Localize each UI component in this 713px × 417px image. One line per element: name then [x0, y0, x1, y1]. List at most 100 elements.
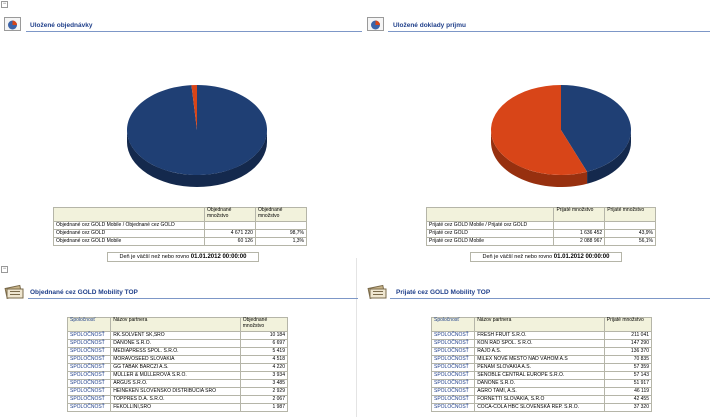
company-link[interactable]: SPOLOČNOSŤ — [430, 339, 476, 348]
partner-name: DANONE S.R.O. — [474, 379, 605, 388]
table-row: Prijaté cez GOLD Mobile 2 088 967 56,1% — [425, 237, 656, 246]
company-link[interactable]: SPOLOČNOSŤ — [66, 339, 112, 348]
quantity-value: 6 697 — [239, 339, 289, 348]
quantity-value: 211 041 — [603, 331, 653, 340]
company-link[interactable]: SPOLOČNOSŤ — [66, 363, 112, 372]
pie-slice-side — [587, 130, 631, 184]
panel-title: Objednané cez GOLD Mobility TOP — [30, 289, 138, 296]
table-row: SPOLOČNOSŤ KON RAD SPOL. S R.O. 147 290 — [430, 339, 653, 348]
table-row: Objednané cez GOLD Mobile 60 126 1,3% — [53, 237, 308, 246]
column-header: Názov partnera — [474, 317, 605, 332]
column-header[interactable]: Spoločnosť — [430, 317, 476, 332]
table-row: SPOLOČNOSŤ COCA-COLA HBC SLOVENSKÁ REP. S… — [430, 403, 653, 412]
table-row: Objednané cez GOLD 4 671 220 98,7% — [53, 229, 308, 238]
partner-name: DANONE S.R.O. — [110, 339, 241, 348]
quantity-value: 51 917 — [603, 379, 653, 388]
quantity-value: 70 835 — [603, 355, 653, 364]
quantity-value: 2 929 — [239, 387, 289, 396]
partner-name: KON RAD SPOL. S R.O. — [474, 339, 605, 348]
quantity-value: 37 320 — [603, 403, 653, 412]
column-header[interactable]: Spoločnosť — [66, 317, 112, 332]
company-link[interactable]: SPOLOČNOSŤ — [66, 387, 112, 396]
partner-name: MILEX NOVÉ MESTO NAD VÁHOM A.S — [474, 355, 605, 364]
company-link[interactable]: SPOLOČNOSŤ — [66, 395, 112, 404]
table-row: SPOLOČNOSŤ DANONE S.R.O. 6 697 — [66, 339, 289, 348]
column-header: Objednané množstvo — [203, 207, 256, 222]
received-top-table: Spoločnosť Názov partnera Prijaté množst… — [430, 317, 653, 412]
pie-slice-side — [491, 130, 588, 187]
company-link[interactable]: SPOLOČNOSŤ — [66, 347, 112, 356]
partner-name: MÜLLER & MÜLLEROVÁ S.R.O. — [110, 371, 241, 380]
pie-slice-2 — [191, 85, 197, 130]
table-row: SPOLOČNOSŤ TOPPRES D.A. S.R.O. 2 067 — [66, 395, 289, 404]
pie-chart-icon — [4, 17, 21, 31]
table-row: SPOLOČNOSŤ MEDIAPRESS SPOL. S.R.O. 5 419 — [66, 347, 289, 356]
company-link[interactable]: SPOLOČNOSŤ — [430, 395, 476, 404]
company-link[interactable]: SPOLOČNOSŤ — [430, 347, 476, 356]
company-link[interactable]: SPOLOČNOSŤ — [430, 355, 476, 364]
date-filter[interactable]: Deň je väčší než nebo rovno 01.01.2012 0… — [470, 252, 622, 262]
partner-name: PENAM SLOVAKIA A.S. — [474, 363, 605, 372]
partner-name: RK.SOLVENT SK,SRO — [110, 331, 241, 340]
company-link[interactable]: SPOLOČNOSŤ — [430, 363, 476, 372]
panel-title-underline — [388, 31, 710, 32]
table-row: Prijaté cez GOLD Mobile / Prijaté cez GO… — [425, 221, 656, 230]
company-link[interactable]: SPOLOČNOSŤ — [66, 371, 112, 380]
table-row: Objednané cez GOLD Mobile / Objednané ce… — [53, 221, 308, 230]
quantity-value: 57 359 — [603, 363, 653, 372]
table-row: SPOLOČNOSŤ MÜLLER & MÜLLEROVÁ S.R.O. 3 934 — [66, 371, 289, 380]
company-link[interactable]: SPOLOČNOSŤ — [430, 387, 476, 396]
receipts-pie-chart — [491, 85, 631, 187]
panel-title-underline — [28, 298, 358, 299]
partner-name: FORNETTI SLOVAKIA, S.R.O — [474, 395, 605, 404]
collapse-icon[interactable]: − — [1, 1, 8, 8]
partner-name: HEINEKEN SLOVENSKO DISTRIBÚCIA SRO — [110, 387, 241, 396]
column-header: Objednané množstvo — [254, 207, 308, 222]
partner-name: AGRO TAMI, A.S. — [474, 387, 605, 396]
quantity-value: 1 987 — [239, 403, 289, 412]
table-row: SPOLOČNOSŤ RK.SOLVENT SK,SRO 10 184 — [66, 331, 289, 340]
panel-divider — [356, 258, 357, 417]
panel-title-underline — [390, 298, 710, 299]
partner-name: SENOBLE CENTRAL EUROPE S.R.O. — [474, 371, 605, 380]
table-row: SPOLOČNOSŤ GG TABAK BARCZI A.S. 4 220 — [66, 363, 289, 372]
pie-slice-1 — [561, 85, 631, 172]
collapse-icon[interactable]: − — [1, 266, 8, 273]
column-header: Objednané množstvo — [239, 317, 289, 332]
quantity-value: 136 370 — [603, 347, 653, 356]
company-link[interactable]: SPOLOČNOSŤ — [66, 355, 112, 364]
ordered-top-table: Spoločnosť Názov partnera Objednané množ… — [66, 317, 289, 412]
orders-pie-chart — [127, 85, 267, 187]
company-link[interactable]: SPOLOČNOSŤ — [430, 403, 476, 412]
column-header: Prijaté množstvo — [604, 207, 656, 222]
pie-slice-2 — [491, 85, 588, 175]
company-link[interactable]: SPOLOČNOSŤ — [430, 371, 476, 380]
partner-name: ARGUS S.R.O. — [110, 379, 241, 388]
column-header: Prijaté množstvo — [553, 207, 606, 222]
table-row: SPOLOČNOSŤ AGRO TAMI, A.S. 46 119 — [430, 387, 653, 396]
table-report-icon — [367, 284, 387, 299]
quantity-value: 10 184 — [239, 331, 289, 340]
quantity-value: 147 290 — [603, 339, 653, 348]
table-row: SPOLOČNOSŤ PENAM SLOVAKIA A.S. 57 359 — [430, 363, 653, 372]
table-row: SPOLOČNOSŤ FEKOLLINI,SRO 1 987 — [66, 403, 289, 412]
column-header: Názov partnera — [110, 317, 241, 332]
panel-title: Uložené objednávky — [30, 22, 93, 29]
partner-name: MORAVOSEED SLOVAKIA — [110, 355, 241, 364]
receipts-summary-table: Prijaté množstvo Prijaté množstvo Prijat… — [425, 207, 656, 246]
panel-title: Uložené doklady príjmu — [393, 22, 466, 29]
quantity-value: 5 419 — [239, 347, 289, 356]
company-link[interactable]: SPOLOČNOSŤ — [66, 379, 112, 388]
partner-name: FRESH FRUIT S.R.O. — [474, 331, 605, 340]
quantity-value: 3 485 — [239, 379, 289, 388]
company-link[interactable]: SPOLOČNOSŤ — [66, 331, 112, 340]
pie-chart-icon — [367, 17, 384, 31]
partner-name: COCA-COLA HBC SLOVENSKÁ REP. S.R.O. — [474, 403, 605, 412]
company-link[interactable]: SPOLOČNOSŤ — [430, 331, 476, 340]
table-row: SPOLOČNOSŤ HEINEKEN SLOVENSKO DISTRIBÚCIA… — [66, 387, 289, 396]
company-link[interactable]: SPOLOČNOSŤ — [430, 379, 476, 388]
table-row: SPOLOČNOSŤ FORNETTI SLOVAKIA, S.R.O 42 455 — [430, 395, 653, 404]
partner-name: FEKOLLINI,SRO — [110, 403, 241, 412]
company-link[interactable]: SPOLOČNOSŤ — [66, 403, 112, 412]
date-filter[interactable]: Deň je väčší než nebo rovno 01.01.2012 0… — [107, 252, 259, 262]
